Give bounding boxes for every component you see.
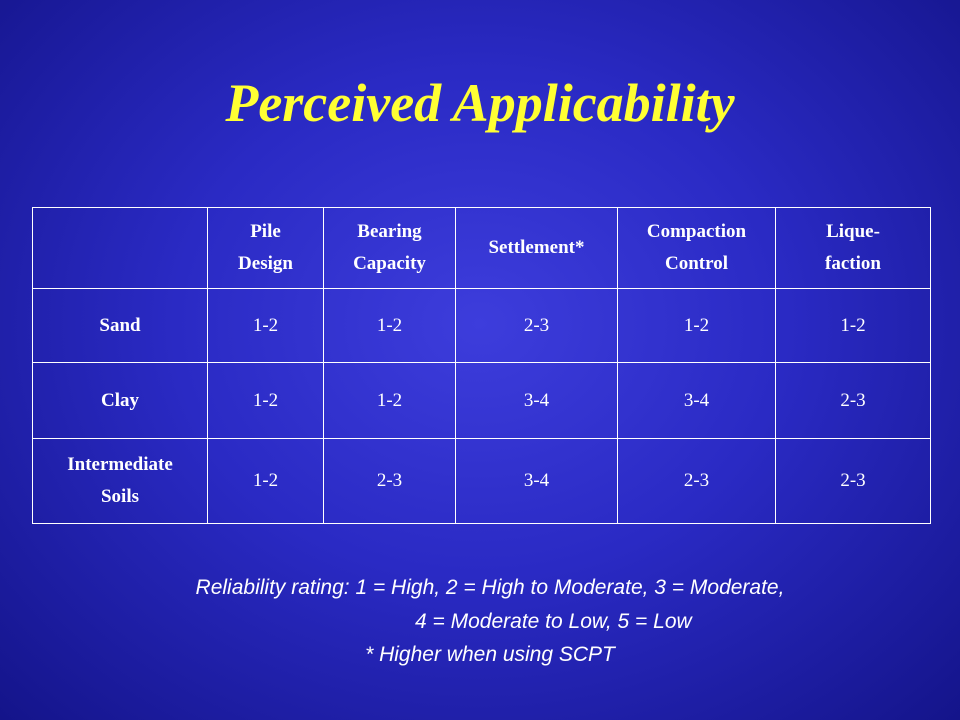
cell-line: Settlement* [488,237,585,258]
cell-line: Bearing [357,221,422,242]
row-header: Intermediate Soils [32,438,208,524]
note-line: * Higher when using SCPT [365,643,615,666]
column-header: Settlement* [455,207,618,289]
table-cell: 2-3 [323,438,456,524]
table-cell: 1-2 [323,362,456,439]
cell-line: Clay [101,389,139,411]
table-row: Clay 1-2 1-2 3-4 3-4 2-3 [32,362,931,439]
cell-line: Capacity [353,253,426,274]
cell-line: Design [238,253,293,274]
cell-line: Intermediate [67,454,173,475]
column-header: Bearing Capacity [323,207,456,289]
slide-title: Perceived Applicability [225,73,735,133]
table-row: Sand 1-2 1-2 2-3 1-2 1-2 [32,288,931,363]
cell-line: Lique- [826,221,880,242]
column-header: Compaction Control [617,207,776,289]
applicability-table: Pile Design Bearing Capacity Settlement* Comp… [32,207,931,524]
cell-line: Control [665,253,728,274]
table-cell: 1-2 [775,288,931,363]
table-cell: 2-3 [775,362,931,439]
table-row: Intermediate Soils 1-2 2-3 3-4 2-3 2-3 [32,438,931,524]
table-cell: 3-4 [455,438,618,524]
cell-line: Soils [100,486,140,507]
table-cell: 1-2 [617,288,776,363]
column-header: Pile Design [207,207,324,289]
header-row: Pile Design Bearing Capacity Settlement* Comp… [32,207,931,289]
note-line: 4 = Moderate to Low, 5 = Low [415,610,692,633]
table-cell: 1-2 [207,288,324,363]
cell-line: faction [825,253,881,274]
corner-cell [32,207,208,289]
note-line: Reliability rating: 1 = High, 2 = High t… [195,576,785,599]
cell-line: Pile [250,221,281,242]
table-cell: 1-2 [207,362,324,439]
row-header: Sand [32,288,208,363]
cell-line: Sand [99,314,141,336]
table-cell: 1-2 [207,438,324,524]
table-cell: 2-3 [455,288,618,363]
cell-line: Compaction [646,221,747,242]
table-cell: 2-3 [775,438,931,524]
row-header: Clay [32,362,208,439]
column-header: Lique-faction [775,207,931,289]
table-cell: 1-2 [323,288,456,363]
table-cell: 3-4 [455,362,618,439]
table-cell: 3-4 [617,362,776,439]
table-cell: 2-3 [617,438,776,524]
